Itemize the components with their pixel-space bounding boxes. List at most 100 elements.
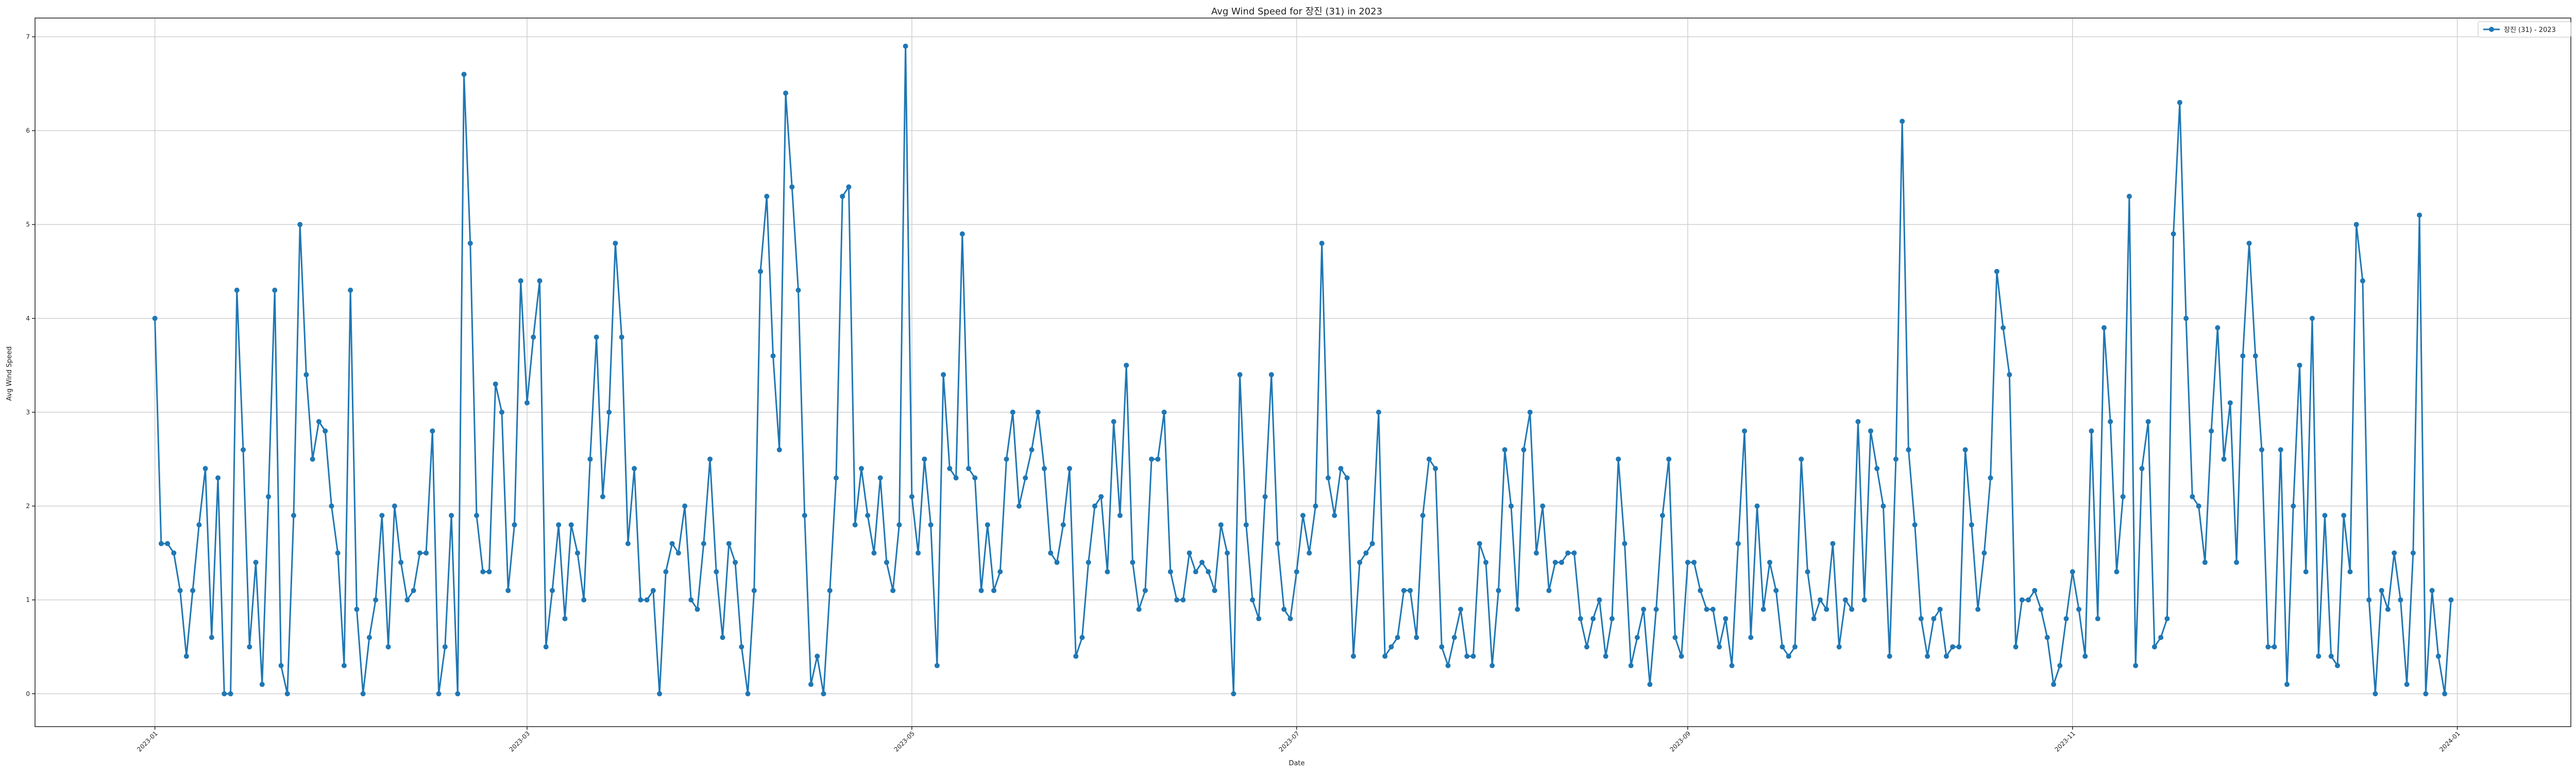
data-point — [341, 663, 347, 668]
data-point — [1243, 522, 1249, 528]
data-point — [1395, 634, 1400, 640]
data-point — [1729, 663, 1735, 668]
data-point — [1004, 456, 1009, 462]
data-point — [1540, 503, 1546, 509]
legend-entry-label: 장진 (31) - 2023 — [2504, 26, 2556, 34]
data-point — [720, 634, 725, 640]
data-point — [2202, 560, 2208, 565]
data-point — [1281, 607, 1287, 612]
data-point — [1445, 663, 1451, 668]
data-point — [1723, 616, 1728, 621]
data-point — [2095, 616, 2100, 621]
x-tick-label: 2023-03 — [508, 730, 531, 753]
data-point — [423, 550, 429, 556]
data-point — [2001, 325, 2006, 330]
data-point — [379, 513, 385, 518]
data-point — [524, 400, 530, 406]
data-point — [449, 513, 454, 518]
data-point — [549, 587, 555, 593]
data-point — [922, 456, 927, 462]
data-point — [1149, 456, 1155, 462]
data-point — [1521, 447, 1527, 452]
data-point — [2392, 550, 2397, 556]
data-point — [1066, 466, 1072, 472]
data-point — [2303, 569, 2309, 575]
data-point — [2051, 682, 2057, 687]
data-point — [1294, 569, 1299, 575]
data-point — [1420, 513, 1426, 518]
data-point — [360, 691, 366, 697]
data-point — [1634, 634, 1640, 640]
data-point — [1029, 447, 1035, 452]
data-point — [1641, 607, 1647, 612]
data-point — [2145, 419, 2151, 425]
data-point — [815, 653, 820, 659]
data-point — [2139, 466, 2145, 472]
data-point — [1754, 503, 1760, 509]
data-point — [2435, 653, 2441, 659]
data-point — [1117, 513, 1123, 518]
data-point — [2007, 372, 2012, 378]
data-point — [1893, 456, 1899, 462]
data-point — [398, 560, 404, 565]
data-point — [2120, 494, 2126, 499]
data-point — [619, 334, 624, 340]
data-point — [1861, 597, 1867, 603]
y-tick-label: 7 — [26, 33, 30, 40]
data-point — [574, 550, 580, 556]
data-point — [638, 597, 643, 603]
data-point — [442, 644, 448, 650]
data-point — [2151, 644, 2157, 650]
data-point — [1363, 550, 1369, 556]
data-point — [1054, 560, 1060, 565]
data-point — [1199, 560, 1205, 565]
data-point — [171, 550, 177, 556]
data-point — [183, 653, 189, 659]
y-tick-label: 2 — [26, 502, 30, 510]
data-point — [1161, 409, 1167, 415]
data-point — [606, 409, 612, 415]
data-point — [1571, 550, 1577, 556]
data-point — [1943, 653, 1949, 659]
data-point — [884, 560, 889, 565]
data-point — [1622, 541, 1628, 546]
data-point — [1962, 447, 1968, 452]
data-point — [663, 569, 669, 575]
data-point — [531, 334, 536, 340]
data-point — [2353, 222, 2359, 227]
data-point — [2385, 607, 2391, 612]
data-point — [461, 72, 467, 77]
data-point — [833, 475, 839, 481]
data-point — [209, 634, 214, 640]
data-point — [1098, 494, 1104, 499]
data-point — [1155, 456, 1161, 462]
data-point — [152, 315, 158, 321]
data-point — [1836, 644, 1842, 650]
data-point — [2215, 325, 2221, 330]
data-point — [1679, 653, 1684, 659]
data-point — [196, 522, 202, 528]
data-point — [2171, 231, 2176, 237]
data-point — [2013, 644, 2019, 650]
series-points — [152, 43, 2454, 697]
data-point — [493, 381, 498, 387]
y-tick-label: 4 — [26, 315, 30, 322]
data-point — [499, 409, 505, 415]
data-point — [2164, 616, 2170, 621]
data-point — [978, 587, 984, 593]
data-point — [1666, 456, 1672, 462]
data-point — [190, 587, 196, 593]
data-point — [1597, 597, 1602, 603]
data-point — [177, 587, 183, 593]
data-point — [1268, 372, 1274, 378]
data-point — [2272, 644, 2277, 650]
data-point — [366, 634, 372, 640]
data-point — [417, 550, 422, 556]
data-point — [354, 607, 360, 612]
data-point — [2259, 447, 2265, 452]
x-tick-label: 2023-09 — [1669, 730, 1692, 753]
data-point — [972, 475, 978, 481]
y-tick-label: 6 — [26, 127, 30, 135]
data-point — [1842, 597, 1848, 603]
